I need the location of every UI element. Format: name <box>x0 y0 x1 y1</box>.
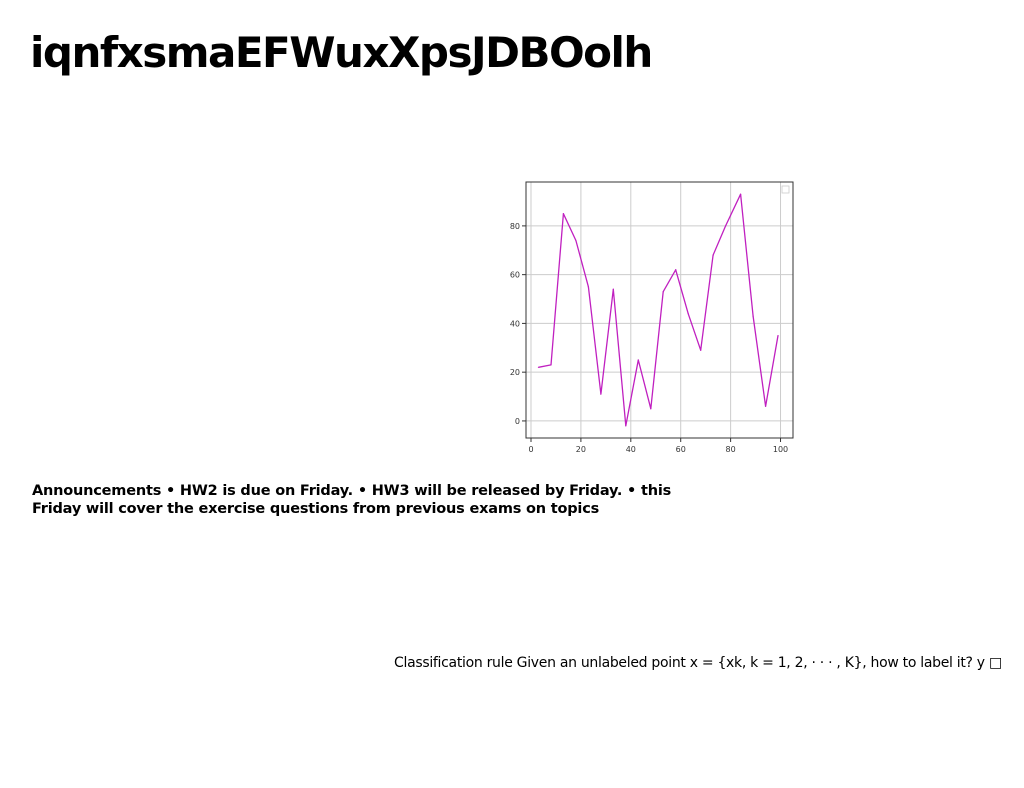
x-tick-label: 60 <box>676 445 686 454</box>
x-tick-label: 20 <box>576 445 586 454</box>
data-point <box>637 359 639 361</box>
line-chart: 0 20 40 60 80 100 0 20 40 60 80 <box>496 172 806 462</box>
chart-series <box>537 193 779 427</box>
y-tick-label: 80 <box>510 222 520 231</box>
data-point <box>712 254 714 256</box>
slide-title: iqnfxsmaEFWuxXpsJDBOolh <box>30 28 653 77</box>
data-point <box>537 366 540 368</box>
legend-box <box>781 185 790 194</box>
chart-ticks: 0 20 40 60 80 100 0 20 40 60 80 <box>510 222 788 454</box>
classification-rule-text: Classification rule Given an unlabeled p… <box>394 655 1002 671</box>
data-point <box>625 425 627 427</box>
data-point <box>725 225 727 227</box>
data-point <box>777 335 779 337</box>
x-tick-label: 40 <box>626 445 636 454</box>
y-tick-label: 40 <box>510 319 520 328</box>
chart-frame <box>525 181 794 439</box>
data-point <box>575 239 577 242</box>
data-point <box>752 315 754 317</box>
y-tick-label: 20 <box>510 368 520 377</box>
data-point <box>675 269 677 271</box>
x-tick-label: 0 <box>528 445 533 454</box>
data-point <box>739 193 742 195</box>
announcements-text: Announcements • HW2 is due on Friday. • … <box>32 483 672 517</box>
data-point <box>662 291 664 293</box>
data-point <box>764 405 767 407</box>
data-point <box>700 349 702 351</box>
data-point <box>687 313 689 315</box>
x-tick-label: 80 <box>726 445 736 454</box>
series-line <box>538 193 779 427</box>
data-point <box>550 364 552 366</box>
data-point <box>600 393 602 395</box>
data-point <box>562 213 565 215</box>
data-point <box>650 408 652 410</box>
y-tick-label: 60 <box>510 271 520 280</box>
data-point <box>587 286 589 288</box>
data-point <box>612 288 614 290</box>
line-chart-svg: 0 20 40 60 80 100 0 20 40 60 80 <box>510 181 794 454</box>
x-tick-label: 100 <box>773 445 788 454</box>
y-tick-label: 0 <box>515 417 520 426</box>
